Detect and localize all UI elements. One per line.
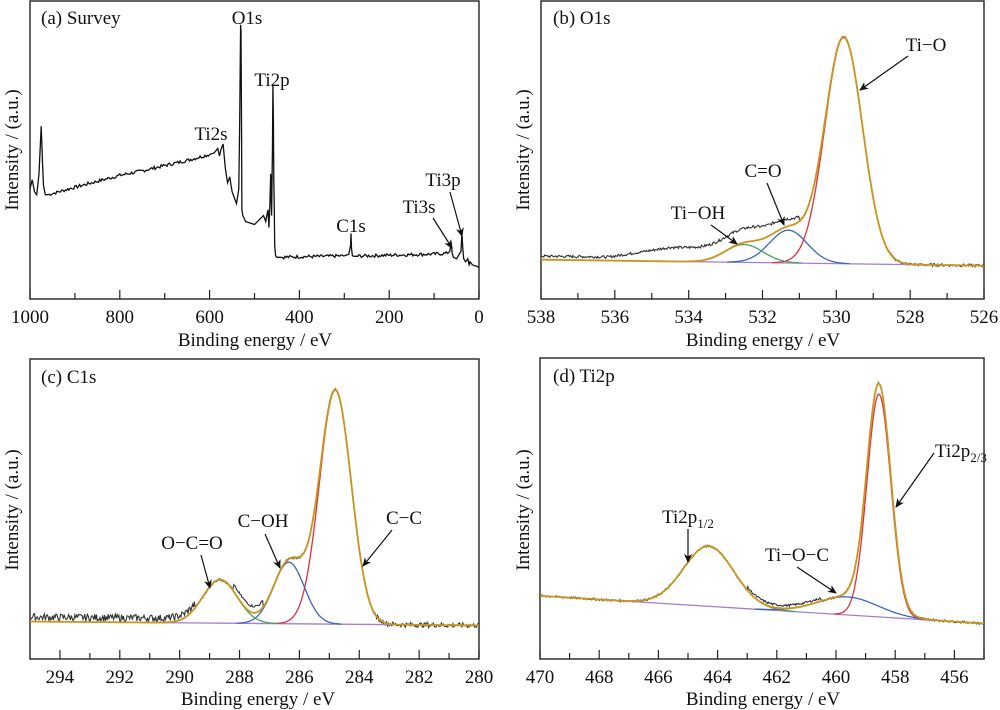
- x-tick-label: 528: [896, 307, 925, 328]
- panel-b-ylabel: Intensity / (a.u.): [513, 89, 534, 210]
- x-tick-label: 456: [940, 667, 969, 688]
- x-tick-label: 200: [375, 307, 404, 328]
- x-tick-label: 530: [822, 307, 851, 328]
- annotation-arrow: [796, 566, 837, 594]
- annotation-label: C1s: [336, 216, 366, 237]
- panel-b-title: (b) O1s: [553, 8, 611, 29]
- annotation-label: Ti2p2/3: [935, 441, 987, 465]
- x-tick-label: 466: [644, 667, 673, 688]
- panel-d-xlabel: Binding energy / eV: [686, 689, 841, 710]
- panel-a-title: (a) Survey: [41, 8, 121, 29]
- annotation-label: C−C: [386, 508, 422, 529]
- plot-area-b: [541, 35, 984, 269]
- annotation-label: Ti2s: [194, 124, 227, 145]
- x-tick-label: 0: [474, 307, 484, 328]
- annotation-arrow: [766, 182, 785, 226]
- x-tick-label: 280: [465, 667, 494, 688]
- component-ti-o: [772, 36, 915, 266]
- x-tick-label: 526: [970, 307, 999, 328]
- annotation-label: O1s: [232, 8, 263, 29]
- x-tick-label: 534: [674, 307, 703, 328]
- component-c-o: [727, 229, 850, 265]
- x-tick-label: 468: [585, 667, 614, 688]
- annotation-subscript: 1/2: [697, 516, 714, 531]
- annotation-label: C=O: [744, 161, 781, 182]
- fitted-envelope-line: [540, 382, 984, 625]
- panel-d-ylabel: Intensity / (a.u.): [513, 449, 534, 570]
- x-tick-label: 460: [822, 667, 851, 688]
- panel-a-ylabel: Intensity / (a.u.): [2, 89, 23, 210]
- x-tick-label: 536: [601, 307, 630, 328]
- x-tick-label: 600: [195, 307, 224, 328]
- plot-frame-d: [539, 357, 985, 660]
- fitted-envelope-line: [541, 36, 984, 267]
- x-tick-label: 400: [285, 307, 314, 328]
- annotation-arrow: [859, 55, 909, 91]
- x-tick-label: 462: [763, 667, 792, 688]
- x-tick-label: 292: [106, 667, 135, 688]
- annotation-label: Ti−O: [906, 35, 947, 56]
- panel-b-o1s: (b) O1s Binding energy / eV Intensity / …: [513, 0, 999, 351]
- annotation-subscript: 2/3: [970, 450, 987, 465]
- annotation-arrow: [200, 554, 212, 589]
- panel-d-title: (d) Ti2p: [553, 366, 615, 387]
- annotation-label: Ti3s: [402, 197, 435, 218]
- plot-frame-c: [29, 358, 480, 660]
- component-ti2p3-2: [833, 393, 925, 621]
- panel-a-xlabel: Binding energy / eV: [178, 330, 333, 351]
- plot-area-d: [540, 381, 984, 626]
- component-c-c: [275, 389, 396, 626]
- x-tick-label: 470: [526, 667, 555, 688]
- plot-area-a: [30, 24, 479, 269]
- x-tick-label: 458: [881, 667, 910, 688]
- annotation-label: Ti3p: [425, 170, 460, 191]
- raw-data-line: [541, 35, 984, 269]
- annotation-arrow: [449, 191, 464, 237]
- annotation-arrow: [895, 452, 935, 508]
- component-o-c-o: [162, 579, 278, 625]
- panel-d-ti2p: (d) Ti2p Binding energy / eV Intensity /…: [513, 357, 987, 710]
- panel-c-c1s: (c) C1s Binding energy / eV Intensity / …: [2, 358, 494, 710]
- annotation-label: O−C=O: [161, 533, 223, 554]
- panel-b-xlabel: Binding energy / eV: [686, 330, 841, 351]
- x-tick-label: 282: [405, 667, 434, 688]
- x-tick-label: 294: [46, 667, 75, 688]
- annotation-label: Ti2p: [254, 70, 289, 91]
- x-tick-label: 290: [165, 667, 194, 688]
- annotation-label: Ti2p1/2: [662, 507, 714, 531]
- annotation-arrow: [264, 533, 281, 569]
- x-tick-label: 1000: [11, 307, 49, 328]
- annotation-arrow: [362, 529, 393, 567]
- annotation-label: C−OH: [238, 511, 289, 532]
- x-tick-label: 538: [527, 307, 556, 328]
- panel-c-ylabel: Intensity / (a.u.): [2, 449, 23, 570]
- panel-c-title: (c) C1s: [41, 367, 96, 388]
- panel-a-survey: (a) Survey Binding energy / eV Intensity…: [2, 0, 484, 351]
- x-tick-label: 532: [748, 307, 777, 328]
- panel-c-xlabel: Binding energy / eV: [181, 689, 336, 710]
- annotation-arrow: [710, 224, 738, 245]
- component-c-oh: [236, 561, 342, 625]
- x-tick-label: 284: [345, 667, 374, 688]
- x-tick-label: 800: [106, 307, 135, 328]
- series-line-survey: [30, 24, 479, 269]
- x-tick-label: 288: [225, 667, 254, 688]
- annotation-label: Ti−O−C: [765, 545, 829, 566]
- fitted-envelope-line: [30, 388, 479, 627]
- annotation-arrow: [432, 217, 453, 249]
- plot-area-c: [30, 387, 479, 630]
- annotation-label: Ti−OH: [671, 203, 726, 224]
- x-tick-label: 286: [285, 667, 314, 688]
- raw-data-line: [540, 381, 984, 626]
- x-tick-label: 464: [703, 667, 732, 688]
